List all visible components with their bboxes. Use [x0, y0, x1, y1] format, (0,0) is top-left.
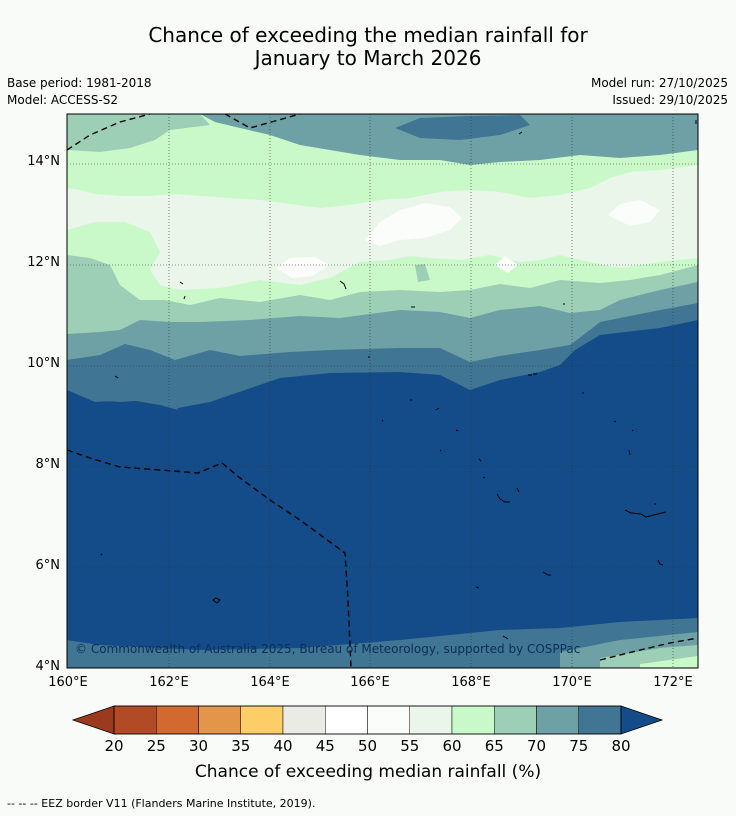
colorbar-tick-label: 50	[357, 737, 378, 755]
colorbar-tick-label: 75	[569, 737, 589, 755]
colorbar-high-extension	[620, 705, 664, 735]
colorbar-cell	[536, 705, 579, 735]
colorbar-cell	[409, 705, 453, 735]
lon-label-164e: 164°E	[250, 675, 290, 690]
band-65-70	[67, 114, 210, 152]
colorbar-tick-label: 30	[188, 737, 209, 755]
band-75-80	[67, 370, 178, 410]
map-title-line2: January to March 2026	[254, 46, 482, 70]
band-50-55	[365, 203, 462, 246]
band-75-80	[395, 115, 530, 140]
colorbar-tick-label: 20	[104, 737, 124, 755]
lon-label-168e: 168°E	[451, 675, 491, 690]
band-75-80	[67, 618, 698, 668]
rainfall-contour-map	[67, 114, 698, 668]
colorbar-cell	[578, 705, 622, 735]
band-65-70	[415, 264, 430, 282]
lon-label-170e: 170°E	[552, 675, 592, 690]
map-frame	[66, 113, 699, 669]
lat-label-12n: 12°N	[27, 255, 60, 270]
band-50-55	[495, 256, 518, 273]
band-60-65	[640, 656, 698, 668]
colorbar-tick-label: 80	[611, 737, 631, 755]
colorbar-cell	[113, 705, 157, 735]
colorbar-tick-label: 70	[526, 737, 547, 755]
band-70-75	[200, 114, 698, 165]
lat-label-6n: 6°N	[35, 558, 61, 573]
lon-label-166e: 166°E	[350, 675, 390, 690]
lon-label-172e: 172°E	[653, 675, 693, 690]
lat-label-14n: 14°N	[27, 154, 60, 169]
base-period: Base period: 1981-2018	[7, 76, 152, 90]
colorbar-tick-label: 35	[231, 737, 251, 755]
model-name: Model: ACCESS-S2	[7, 93, 119, 107]
colorbar-cell	[282, 705, 326, 735]
map-title-line1: Chance of exceeding the median rainfall …	[148, 23, 588, 47]
colorbar-cell	[451, 705, 495, 735]
colorbar-cell	[494, 705, 537, 735]
colorbar-tick-label: 40	[273, 737, 293, 755]
colorbar-cell	[198, 705, 241, 735]
issued-date: Issued: 29/10/2025	[612, 93, 728, 107]
band-50-55	[608, 200, 660, 226]
map-gridlines	[67, 114, 698, 668]
colorbar-tick-label: 25	[146, 737, 166, 755]
colorbar-tick-label: 45	[315, 737, 335, 755]
model-run-date: Model run: 27/10/2025	[590, 76, 728, 90]
lat-label-8n: 8°N	[35, 457, 61, 472]
colorbar-label: Chance of exceeding median rainfall (%)	[194, 762, 542, 782]
copyright-notice: © Commonwealth of Australia 2025, Bureau…	[75, 642, 581, 656]
colorbar-tick-label: 55	[400, 737, 420, 755]
eez-footnote: -- -- -- EEZ border V11 (Flanders Marine…	[7, 797, 316, 810]
colorbar-low-extension	[71, 705, 115, 735]
colorbar-cell	[240, 705, 284, 735]
colorbar-tick-label: 65	[484, 737, 504, 755]
colorbar-cell	[367, 705, 410, 735]
colorbar-cell	[325, 705, 368, 735]
lat-label-4n: 4°N	[35, 659, 61, 674]
lon-label-162e: 162°E	[149, 675, 189, 690]
band-50-55	[276, 257, 330, 278]
lon-label-160e: 160°E	[48, 675, 88, 690]
colorbar	[71, 705, 664, 735]
lat-label-10n: 10°N	[27, 356, 60, 371]
island-outlines	[100, 120, 697, 640]
colorbar-tick-label: 60	[442, 737, 462, 755]
eez-border	[66, 113, 699, 669]
colorbar-cell	[156, 705, 199, 735]
